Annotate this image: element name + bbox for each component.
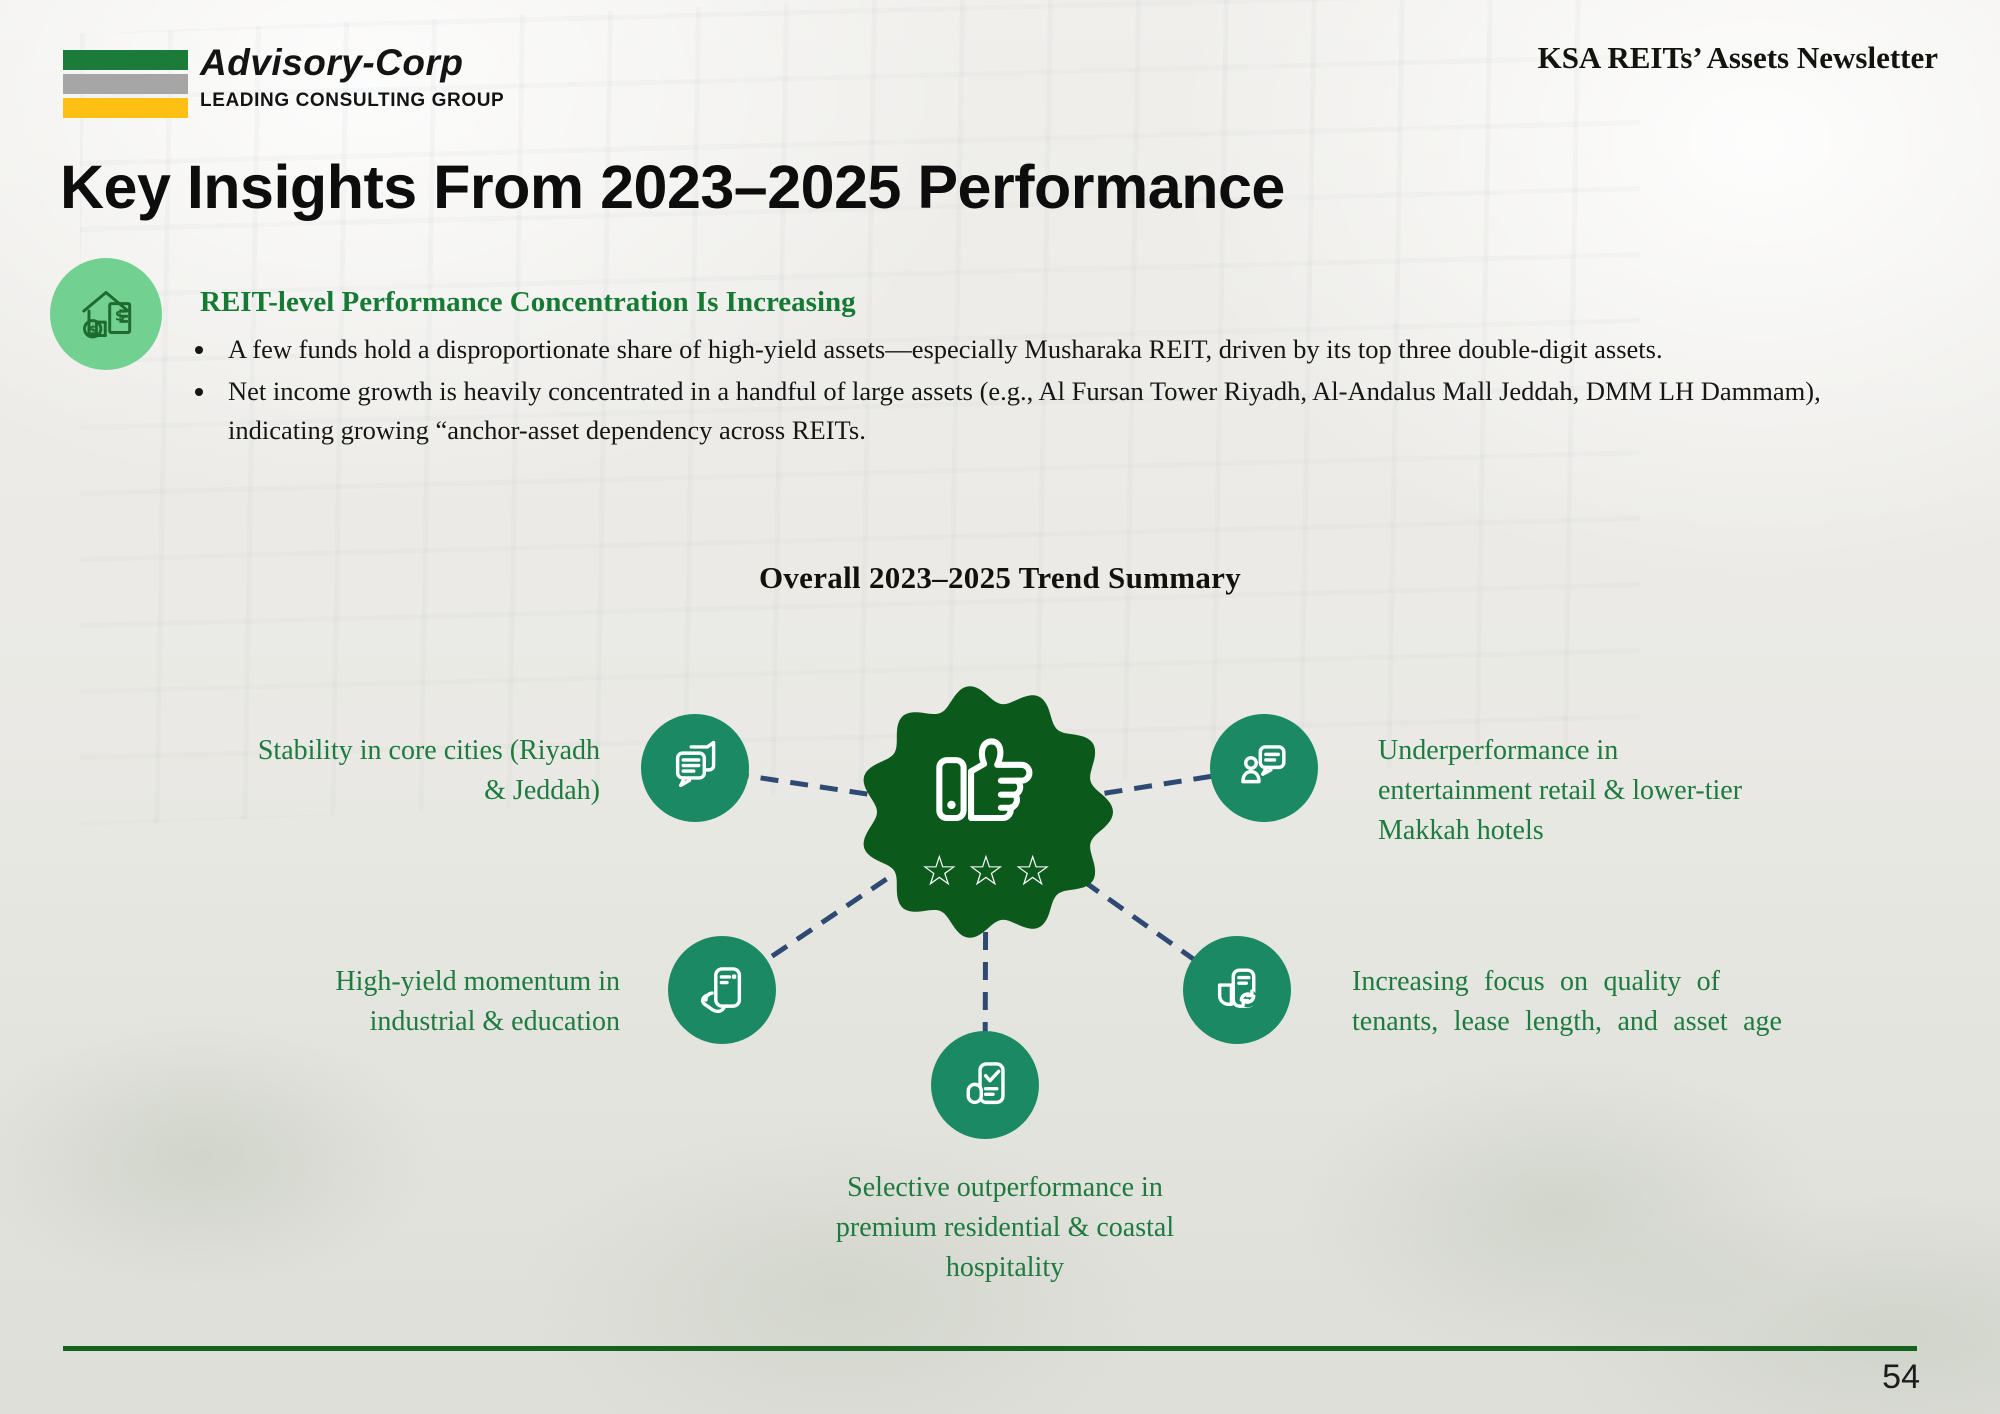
chat-messages-icon [675,740,716,788]
logo-bar-yellow [63,98,188,118]
document-sync-icon [1217,968,1257,1008]
svg-text:$: $ [115,308,125,325]
label-tenant-quality: Increasing focus on quality of tenants, … [1352,966,1782,1038]
insight-icon-circle: $ $ [50,258,162,370]
logo-bar-gray [63,74,188,94]
insight-bullet: Net income growth is heavily concentrate… [218,372,1910,449]
brand-text: Advisory-Corp LEADING CONSULTING GROUP [200,42,800,112]
page-number: 54 [1882,1358,1920,1396]
diagram-node-tenant-quality [1183,936,1291,1044]
label-selective-outperformance: Selective outperformance in premium resi… [835,1172,1175,1284]
insight-heading: REIT-level Performance Concentration Is … [200,286,856,318]
insight-bullet: A few funds hold a disproportionate shar… [218,330,1910,368]
thumbs-up-rating-icon [936,738,1033,822]
money-house-icon: $ $ [82,291,132,339]
diagram-node-underperformance [1210,714,1318,822]
checklist-icon [966,1062,1005,1105]
diagram-node-selective-outperformance [931,1031,1039,1139]
brand-tagline: LEADING CONSULTING GROUP [200,90,505,111]
label-high-yield: High-yield momentum in industrial & educ… [335,966,620,1038]
newsletter-title: KSA REITs’ Assets Newsletter [1537,40,1938,75]
badge-seal-shape [863,686,1113,938]
diagram-node-high-yield [668,936,776,1044]
logo [63,50,188,122]
svg-text:$: $ [89,322,98,337]
center-badge: ☆☆☆ [856,682,1116,942]
badge-shape-path [863,686,1113,938]
logo-bar-green [63,50,188,70]
trend-summary-heading: Overall 2023–2025 Trend Summary [758,560,1242,595]
footer-divider-line [63,1346,1917,1351]
rating-stars: ☆☆☆ [920,846,1061,895]
page-title: Key Insights From 2023–2025 Performance [60,153,1285,221]
person-chat-icon [1241,745,1286,784]
diagram-node-core-cities [641,714,749,822]
hand-document-icon [701,967,742,1014]
insight-bullet-list: A few funds hold a disproportionate shar… [218,330,1910,453]
brand-name: Advisory-Corp [200,42,464,83]
label-underperformance: Underperformance in entertainment retail… [1378,735,1743,847]
label-core-cities: Stability in core cities (Riyadh & Jedda… [257,735,600,807]
